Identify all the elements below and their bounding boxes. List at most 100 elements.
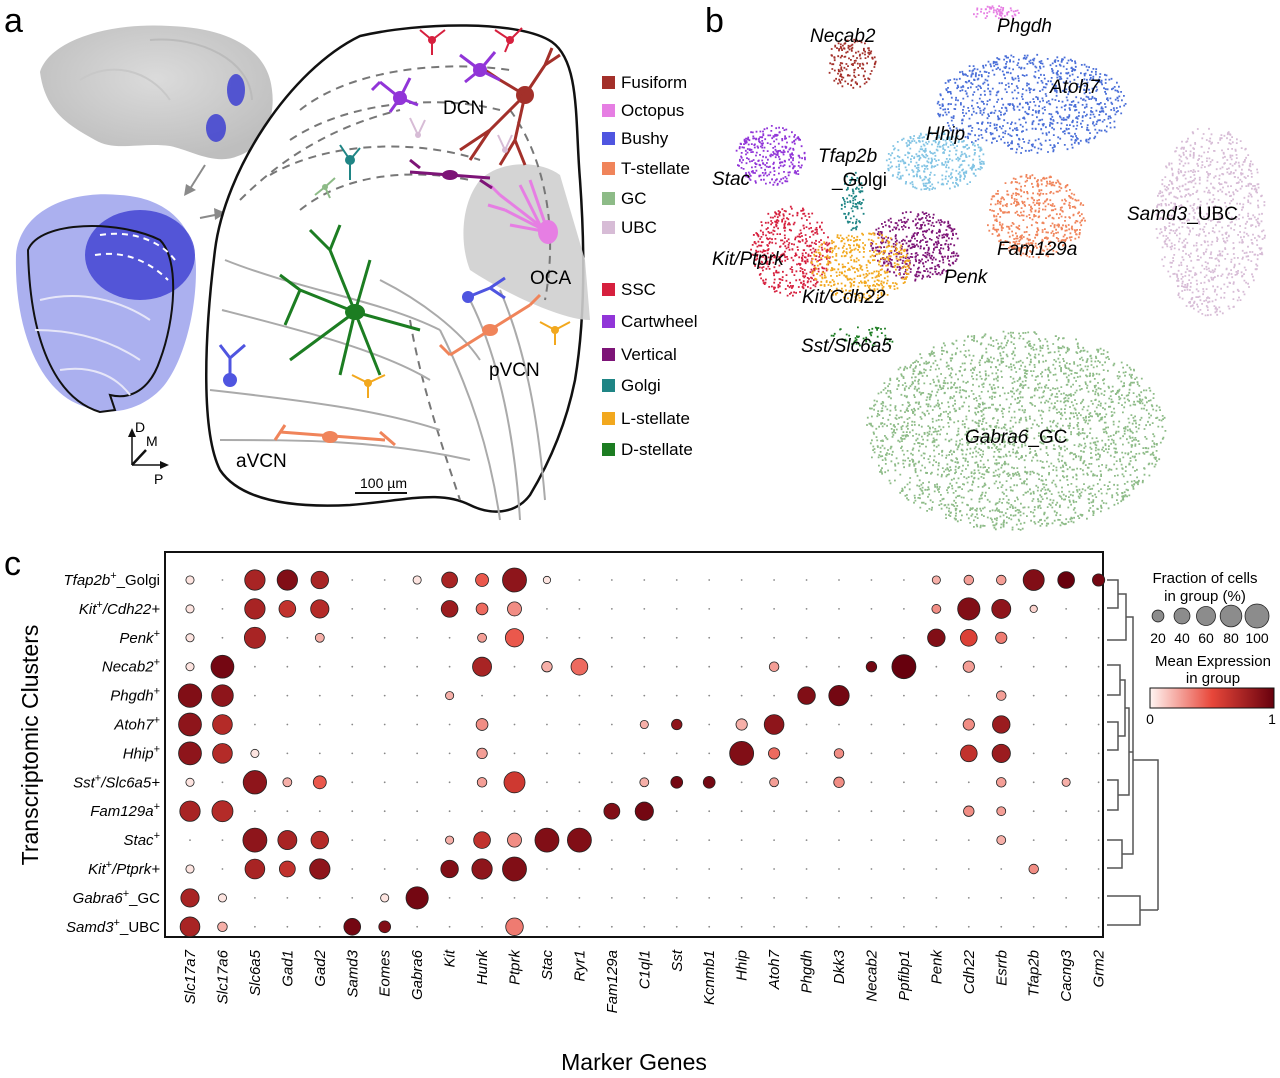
dot-9-Sst [675,839,678,841]
row-label-5: Atoh7+ [113,715,160,734]
gene-label-28: Grm2 [1091,949,1108,987]
umap-label-10: Kit/Cdh22 [802,287,886,308]
dot-9-C1ql1 [643,839,646,841]
dot-1-Hhip [740,608,743,610]
gene-label-25: Esrrb [993,950,1010,986]
gene-label-18: Atoh7 [766,949,783,990]
dot-3-Fam129a [610,665,613,668]
dot-6-Hunk [476,747,488,760]
dot-7-Slc6a5 [242,770,268,795]
golgi-neuron-icon [339,144,361,180]
dot-10-Kcnmb1 [708,868,711,870]
dot-9-Dkk3 [838,839,840,841]
dot-10-Tfap2b [1028,863,1039,875]
color-legend-title-1: Mean Expression [1155,653,1271,670]
dot-5-Hunk [475,718,489,731]
legend-swatch-9 [602,379,615,392]
dot-2-Kcnmb1 [708,636,711,639]
dot-9-Ptprk [507,832,522,848]
row-label-1: Kit+/Cdh22+ [79,599,160,618]
row-label-suffix-12: _UBC [119,919,160,936]
dot-7-Dkk3 [833,776,845,788]
dot-11-Gad1 [286,897,289,899]
legend-label-7: Cartwheel [621,312,698,331]
dot-8-Eomes [383,810,386,813]
legend-swatch-6 [602,283,615,296]
dot-12-Hhip [740,925,743,928]
dotplot-row-labels: Tfap2b+_GolgiKit+/Cdh22+Penk+Necab2+Phgd… [64,570,161,936]
umap-label-suffix-4: _Golgi [831,170,887,191]
legend-label-9: Golgi [621,376,661,395]
dot-5-Esrrb [992,715,1011,734]
dot-1-Atoh7 [773,608,775,610]
dot-1-Gad2 [310,599,330,619]
umap-label-12: Gabra6_GC [965,427,1067,448]
dot-12-Atoh7 [773,925,775,928]
umap-label-name-7: Fam129a [997,239,1077,260]
dot-10-Penk [935,868,938,870]
dot-12-Hunk [481,925,483,928]
cartwheel-neuron-icon [370,51,501,113]
dot-2-Gad1 [286,636,289,639]
dot-4-Ptprk [513,694,516,697]
dot-7-Grm2 [1097,781,1100,784]
dot-9-Necab2 [870,839,873,841]
dot-9-Phgdh [805,839,808,841]
dot-7-Esrrb [996,777,1007,788]
gene-label-26: Tfap2b [1026,950,1043,997]
vertical-neuron-icon [409,158,493,190]
dot-8-Gad2 [318,810,321,813]
legend-label-1: Octopus [621,101,684,120]
dot-11-Hunk [481,897,483,899]
legend-label-5: UBC [621,218,657,237]
dot-12-Grm2 [1097,925,1100,928]
row-label-3: Necab2+ [102,657,160,676]
row-label-8: Fam129a+ [90,801,160,820]
panel-b: b Necab2 Phgdh Atoh7 Hhip Tfap2b _Golgi Stac Sa… [705,2,1266,531]
dot-8-Slc17a6 [211,800,234,823]
dot-10-Samd3 [351,868,354,870]
dot-2-Slc17a6 [221,636,224,639]
dot-3-Slc6a5 [254,665,256,668]
dot-5-Stac [546,723,548,726]
row-label-name-9: Stac [124,832,155,849]
dot-8-Sst [675,810,678,813]
dot-8-Cacng3 [1065,810,1068,813]
legend-swatch-1 [602,104,615,117]
gene-label-3: Gad1 [279,950,296,987]
dot-11-Ppfibp1 [903,897,905,899]
legend-label-4: GC [621,189,647,208]
gene-label-23: Penk [928,949,945,985]
row-label-suffix-11: _GC [128,890,160,907]
gene-label-13: Fam129a [604,950,621,1013]
dot-11-Atoh7 [773,897,775,899]
row-label-sup-2: + [154,628,160,640]
size-legend-title-1: Fraction of cells [1152,570,1257,587]
dot-2-Hunk [477,632,487,643]
dot-4-Sst [675,694,678,697]
row-label-name-12: Samd3 [66,919,114,936]
dot-2-C1ql1 [643,636,646,639]
l-stellate-neuron-icon [351,321,571,398]
dot-10-Cdh22 [967,868,970,870]
dot-4-Necab2 [870,694,873,697]
color-legend-title-2: in group [1186,670,1240,687]
row-label-sup-10: + [106,859,112,871]
dot-6-Sst [675,752,678,755]
dot-6-Necab2 [870,752,873,755]
dot-8-Hhip [740,810,743,813]
dot-8-C1ql1 [634,801,654,821]
dot-0-Sst [675,579,678,581]
gene-label-7: Gabra6 [409,949,426,1000]
dot-7-Gad1 [282,777,293,788]
dot-5-Penk [935,723,938,726]
row-label-name-8: Fam129a [90,803,153,820]
dot-1-Cdh22 [957,597,981,621]
gene-label-9: Hunk [474,949,491,986]
dot-12-Penk [935,925,938,928]
dot-8-Kit [448,810,451,813]
dot-8-Penk [935,810,938,813]
dot-4-Phgdh [797,686,816,705]
dot-11-Eomes [380,893,390,903]
dot-5-Kit [448,723,451,726]
